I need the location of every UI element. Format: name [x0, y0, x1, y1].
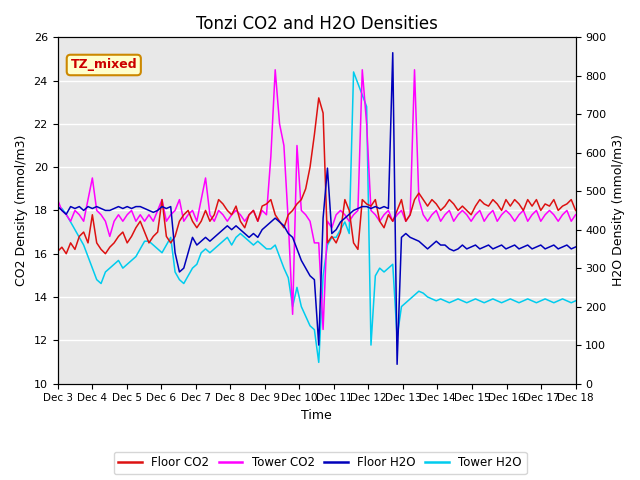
X-axis label: Time: Time — [301, 409, 332, 422]
Legend: Floor CO2, Tower CO2, Floor H2O, Tower H2O: Floor CO2, Tower CO2, Floor H2O, Tower H… — [113, 452, 527, 474]
Y-axis label: H2O Density (mmol/m3): H2O Density (mmol/m3) — [612, 134, 625, 287]
Title: Tonzi CO2 and H2O Densities: Tonzi CO2 and H2O Densities — [196, 15, 438, 33]
Y-axis label: CO2 Density (mmol/m3): CO2 Density (mmol/m3) — [15, 135, 28, 286]
Text: TZ_mixed: TZ_mixed — [70, 59, 137, 72]
